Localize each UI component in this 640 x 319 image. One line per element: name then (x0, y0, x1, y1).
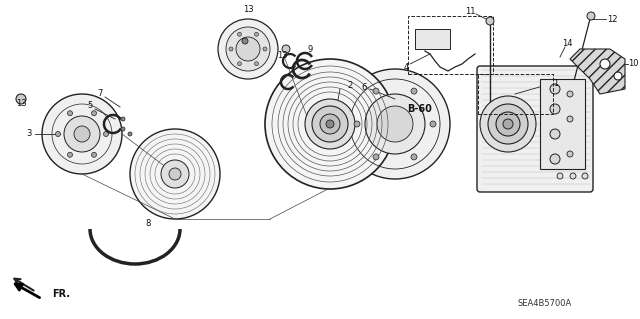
Circle shape (255, 32, 259, 36)
Text: 14: 14 (562, 40, 572, 48)
Text: 11: 11 (465, 6, 476, 16)
Circle shape (550, 84, 560, 94)
Circle shape (67, 152, 72, 157)
Circle shape (320, 114, 340, 134)
Circle shape (104, 131, 109, 137)
Text: 6: 6 (362, 83, 367, 92)
Text: 8: 8 (145, 219, 150, 228)
Circle shape (56, 131, 61, 137)
Circle shape (128, 132, 132, 136)
Circle shape (92, 111, 97, 116)
Circle shape (236, 37, 260, 61)
Bar (540, 79, 585, 169)
Circle shape (226, 27, 270, 71)
Circle shape (377, 106, 413, 142)
Circle shape (365, 94, 425, 154)
Circle shape (582, 173, 588, 179)
Bar (408, 16, 493, 74)
Circle shape (496, 112, 520, 136)
Text: 4: 4 (403, 63, 408, 71)
Polygon shape (570, 49, 625, 94)
Circle shape (161, 160, 189, 188)
Circle shape (587, 12, 595, 20)
Text: 1: 1 (554, 79, 559, 88)
Circle shape (67, 111, 72, 116)
Circle shape (567, 151, 573, 157)
Bar (478, 74, 553, 114)
Text: 2: 2 (348, 81, 353, 91)
Circle shape (570, 173, 576, 179)
Circle shape (326, 120, 334, 128)
Circle shape (312, 106, 348, 142)
Circle shape (411, 88, 417, 94)
Text: SEA4B5700A: SEA4B5700A (518, 300, 572, 308)
Circle shape (550, 154, 560, 164)
Text: 13: 13 (243, 4, 253, 13)
Circle shape (255, 62, 259, 66)
Circle shape (282, 45, 290, 53)
Circle shape (550, 129, 560, 139)
Circle shape (92, 152, 97, 157)
Circle shape (218, 19, 278, 79)
Text: 13: 13 (276, 50, 287, 60)
Circle shape (64, 116, 100, 152)
Text: B-60: B-60 (408, 104, 433, 114)
Circle shape (411, 154, 417, 160)
Circle shape (430, 121, 436, 127)
FancyBboxPatch shape (477, 66, 593, 192)
Circle shape (229, 47, 233, 51)
Circle shape (121, 127, 125, 131)
Circle shape (265, 59, 395, 189)
Circle shape (305, 99, 355, 149)
Circle shape (503, 119, 513, 129)
Bar (415, 29, 450, 49)
Circle shape (486, 17, 494, 25)
Text: 12: 12 (607, 14, 617, 24)
Circle shape (550, 104, 560, 114)
Text: 10: 10 (628, 60, 638, 69)
Circle shape (557, 173, 563, 179)
Circle shape (567, 116, 573, 122)
Circle shape (74, 126, 90, 142)
Circle shape (614, 72, 622, 80)
Text: 13: 13 (16, 100, 26, 108)
Circle shape (340, 69, 450, 179)
Circle shape (42, 94, 122, 174)
Circle shape (121, 117, 125, 121)
Text: FR.: FR. (52, 289, 70, 299)
Circle shape (169, 168, 181, 180)
Circle shape (354, 121, 360, 127)
Circle shape (480, 96, 536, 152)
Circle shape (567, 91, 573, 97)
Circle shape (242, 38, 248, 44)
Circle shape (488, 104, 528, 144)
Text: 9: 9 (307, 44, 312, 54)
Circle shape (237, 62, 241, 66)
Circle shape (130, 129, 220, 219)
Text: 3: 3 (26, 130, 32, 138)
Circle shape (16, 94, 26, 104)
Circle shape (600, 59, 610, 69)
Text: 5: 5 (88, 101, 93, 110)
Circle shape (373, 154, 379, 160)
Text: 7: 7 (97, 90, 102, 99)
Circle shape (373, 88, 379, 94)
Circle shape (263, 47, 267, 51)
Circle shape (237, 32, 241, 36)
